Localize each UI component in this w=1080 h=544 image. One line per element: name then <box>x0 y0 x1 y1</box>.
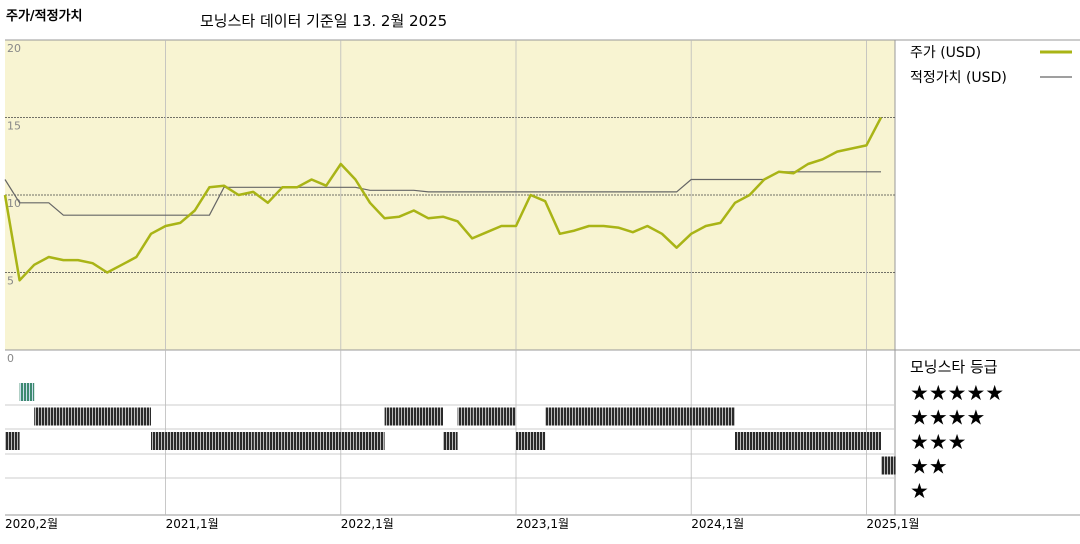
rating-bar <box>676 407 692 426</box>
rating-bar <box>238 432 254 450</box>
rating-bar <box>486 407 502 426</box>
rating-bar <box>559 407 575 426</box>
rating-bar <box>121 407 137 426</box>
rating-bar <box>107 407 122 426</box>
rating-bar <box>340 432 356 450</box>
rating-bar <box>516 432 531 450</box>
rating-bar <box>224 432 239 450</box>
rating-bar <box>720 407 735 426</box>
x-tick-label: 2024,1월 <box>691 517 744 531</box>
rating-bar <box>589 407 604 426</box>
rating-bar <box>851 432 867 450</box>
rating-bar <box>647 407 662 426</box>
rating-bar <box>19 383 35 401</box>
rating-bar <box>282 432 297 450</box>
rating-bar <box>749 432 765 450</box>
y-tick-label: 10 <box>7 197 21 210</box>
rating-bar <box>793 432 808 450</box>
series-line <box>3 116 883 282</box>
rating-bar <box>5 432 20 450</box>
rating-bar <box>165 432 181 450</box>
x-tick-label: 2023,1월 <box>516 517 569 531</box>
rating-bar <box>399 407 414 426</box>
rating-bar <box>209 432 224 450</box>
rating-bar <box>530 432 546 450</box>
y-tick-label: 20 <box>7 42 21 55</box>
rating-bar <box>472 407 487 426</box>
legend-label: 적정가치 (USD) <box>910 70 1007 86</box>
y-tick-label: 15 <box>7 120 21 133</box>
rating-bar <box>297 432 312 450</box>
rating-bar <box>603 407 619 426</box>
rating-level-label: ★★ <box>910 455 948 479</box>
rating-bar <box>78 407 93 426</box>
y-tick-label: 0 <box>7 352 14 365</box>
rating-bar <box>92 407 108 426</box>
rating-bar <box>618 407 633 426</box>
rating-bar <box>428 407 443 426</box>
rating-bar <box>443 432 458 450</box>
rating-bar <box>662 407 677 426</box>
rating-bar <box>866 432 881 450</box>
ratings-title: 모닝스타 등급 <box>910 358 998 376</box>
rating-bar <box>180 432 195 450</box>
rating-bar <box>881 456 896 475</box>
rating-level-label: ★★★★★ <box>910 381 1004 405</box>
rating-bar <box>822 432 838 450</box>
chart-subtitle: 모닝스타 데이터 기준일 13. 2월 2025 <box>200 12 447 30</box>
rating-bar <box>545 407 560 426</box>
rating-level-label: ★★★★ <box>910 406 985 430</box>
rating-bar <box>267 432 283 450</box>
rating-bar <box>194 432 210 450</box>
chart-title: 주가/적정가치 <box>6 8 83 24</box>
x-tick-label: 2025,1월 <box>866 517 919 531</box>
rating-bar <box>691 407 706 426</box>
rating-bar <box>778 432 794 450</box>
rating-bar <box>326 432 341 450</box>
rating-level-label: ★★★ <box>910 430 966 454</box>
rating-bar <box>413 407 429 426</box>
rating-bar <box>705 407 721 426</box>
rating-level-label: ★ <box>910 479 929 503</box>
rating-bar <box>574 407 589 426</box>
rating-bar <box>764 432 779 450</box>
rating-bar <box>735 432 750 450</box>
legend-label: 주가 (USD) <box>910 45 981 61</box>
rating-bar <box>457 407 473 426</box>
rating-bar <box>253 432 268 450</box>
rating-bar <box>355 432 370 450</box>
rating-bar <box>837 432 852 450</box>
series-line <box>4 171 881 216</box>
rating-bar <box>384 407 400 426</box>
rating-bar <box>501 407 516 426</box>
rating-bar <box>808 432 823 450</box>
rating-bar <box>63 407 78 426</box>
rating-bar <box>48 407 64 426</box>
rating-bar <box>311 432 327 450</box>
x-tick-label: 2020,2월 <box>5 517 58 531</box>
rating-bar <box>151 432 166 450</box>
x-tick-label: 2022,1월 <box>341 517 394 531</box>
rating-bar <box>370 432 385 450</box>
rating-bar <box>136 407 151 426</box>
rating-bar <box>632 407 648 426</box>
y-tick-label: 5 <box>7 275 14 288</box>
x-tick-label: 2021,1월 <box>166 517 219 531</box>
rating-bar <box>34 407 49 426</box>
